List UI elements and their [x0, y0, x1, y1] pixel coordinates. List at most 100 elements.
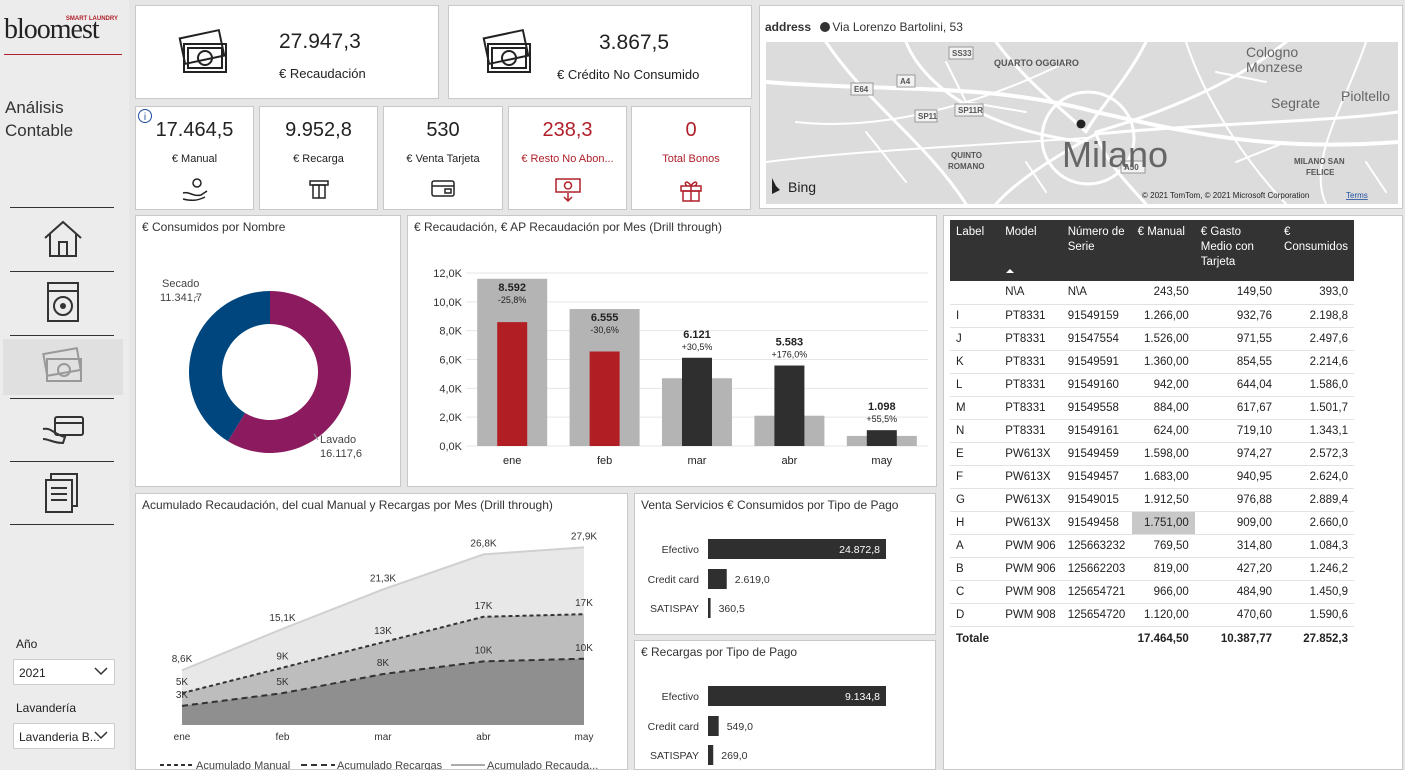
map-place-label: QUINTO [951, 151, 982, 160]
info-icon[interactable]: i [137, 108, 153, 124]
table-cell: PWM 906 [999, 557, 1062, 581]
table-cell: K [950, 350, 1000, 374]
nav-card-button[interactable] [3, 401, 123, 457]
area-series-fill[interactable] [182, 658, 584, 725]
bar-recaudacion[interactable] [682, 357, 712, 446]
table-cell: 91549458 [1061, 511, 1132, 535]
table-cell: 1.360,00 [1131, 350, 1195, 374]
column-header-label[interactable]: Label [950, 220, 1000, 281]
bar-recaudacion[interactable] [866, 430, 897, 446]
table-cell [1061, 625, 1132, 652]
hbar[interactable] [708, 745, 714, 765]
table-cell: L [950, 373, 1000, 397]
legend-label[interactable]: Acumulado Recargas [337, 760, 443, 770]
column-header-serial[interactable]: Número de Serie [1061, 220, 1132, 281]
table-row[interactable]: N\A N\A 243,50 149,50 393,0 [950, 281, 1354, 305]
table-row[interactable]: M PT8331 91549558 884,00 617,67 1.501,7 [950, 396, 1354, 420]
x-tick-label: abr [476, 732, 491, 743]
legend-label[interactable]: Acumulado Recauda... [487, 760, 598, 770]
column-header-gasto[interactable]: € Gasto Medio con Tarjeta [1194, 220, 1279, 281]
map-provider: Bing [788, 179, 816, 195]
bar-chart[interactable]: 0,0K 2,0K 4,0K 6,0K 8,0K 10,0K 12,0K 8.592-25,8… [408, 216, 936, 486]
kpi-manual-card: i 17.464,5 € Manual [135, 106, 254, 210]
money-icon [482, 28, 531, 73]
bar-recaudacion[interactable] [497, 322, 528, 446]
table-cell: 1.501,7 [1278, 396, 1354, 420]
hbar[interactable] [708, 598, 711, 618]
servicios-bar-chart[interactable]: Efectivo 24.872,8 Credit card 2.619,0 SATISP… [635, 494, 935, 634]
table-cell: PW613X [999, 488, 1062, 512]
laundry-dropdown[interactable]: Lavanderia B... [13, 723, 115, 749]
hbar[interactable] [708, 569, 727, 589]
area-point-label: 27,9K [571, 531, 597, 542]
hbar[interactable] [708, 716, 719, 736]
area-point-label: 10K [575, 643, 593, 654]
table-row[interactable]: E PW613X 91549459 1.598,00 974,27 2.572,3 [950, 442, 1354, 466]
area-chart[interactable]: 8,6K 15,1K 21,3K 26,8K 27,9K 5K 9K 13K 17K 17K 3K 5… [136, 494, 627, 770]
column-header-model[interactable]: Model [999, 220, 1062, 281]
table-row[interactable]: L PT8331 91549160 942,00 644,04 1.586,0 [950, 373, 1354, 397]
table-row[interactable]: H PW613X 91549458 1.751,00 909,00 2.660,0 [950, 511, 1354, 535]
table-row[interactable]: D PWM 908 125654720 1.120,00 470,60 1.590,6 [950, 603, 1354, 627]
home-icon [44, 220, 82, 257]
table-row[interactable]: I PT8331 91549159 1.266,00 932,76 2.198,8 [950, 304, 1354, 328]
sort-ascending-icon [1006, 269, 1015, 273]
table-row[interactable]: C PWM 908 125654721 966,00 484,90 1.450,9 [950, 580, 1354, 604]
table-row[interactable]: G PW613X 91549015 1.912,50 976,88 2.889,4 [950, 488, 1354, 512]
bar-recaudacion[interactable] [589, 351, 620, 446]
nav-washer-button[interactable] [3, 274, 123, 330]
nav-reports-button[interactable] [3, 464, 123, 520]
column-header-consumidos[interactable]: € Consumidos [1278, 220, 1354, 281]
area-point-label: 13K [374, 626, 392, 637]
donut-slice-lavado[interactable] [227, 291, 351, 453]
table-row[interactable]: B PWM 906 125662203 819,00 427,20 1.246,2 [950, 557, 1354, 581]
table-cell: 1.120,00 [1131, 603, 1195, 627]
area-series-line[interactable] [181, 546, 585, 672]
legend-label[interactable]: Acumulado Manual [196, 760, 290, 770]
map-terms-link[interactable]: Terms [1346, 191, 1368, 200]
year-dropdown[interactable]: 2021 [13, 659, 115, 685]
bar-recaudacion[interactable] [774, 365, 805, 446]
kpi-label: € Recaudación [279, 66, 366, 81]
table-row[interactable]: K PT8331 91549591 1.360,00 854,55 2.214,6 [950, 350, 1354, 374]
logo-tagline: SMART LAUNDRY [65, 16, 118, 22]
map-place-label: Segrate [1271, 95, 1320, 111]
nav-home-button[interactable] [3, 210, 123, 266]
table-cell: 819,00 [1131, 557, 1195, 581]
laundry-value: Lavanderia B... [19, 730, 100, 744]
map-view[interactable]: SS33 A4 E64 SP11R SP11 A50 QUARTO OGGIAR… [766, 42, 1398, 204]
table-cell: B [950, 557, 1000, 581]
y-tick-label: 0,0K [439, 441, 462, 453]
kpi-recarga-card: 9.952,8 € Recarga [259, 106, 378, 210]
table-cell: 1.751,00 [1131, 511, 1195, 535]
table-cell: N\A [1061, 281, 1132, 305]
area-point-label: 21,3K [370, 573, 396, 584]
table-row[interactable]: F PW613X 91549457 1.683,00 940,95 2.624,0 [950, 465, 1354, 489]
donut-value: 16.117,6 [320, 448, 362, 460]
area-series-line[interactable] [181, 613, 585, 695]
table-row[interactable]: J PT8331 91547554 1.526,00 971,55 2.497,6 [950, 327, 1354, 351]
recargas-bar-chart[interactable]: Efectivo 9.134,8 Credit card 549,0 SATISPAY 2… [635, 641, 935, 769]
year-value: 2021 [19, 666, 46, 680]
area-series-line[interactable] [181, 657, 585, 707]
map-place-label: ROMANO [948, 162, 984, 171]
bing-icon [772, 178, 780, 194]
hbar[interactable] [708, 686, 886, 706]
legend-dot-icon [820, 22, 831, 32]
area-point-label: 17K [475, 601, 493, 612]
donut-chart[interactable]: Secado 11.341,7 Lavado 16.117,6 [136, 236, 400, 486]
table-cell: 909,00 [1194, 511, 1279, 535]
column-header-manual[interactable]: € Manual [1131, 220, 1195, 281]
money-icon [178, 28, 227, 73]
nav-money-button[interactable] [3, 339, 123, 395]
table-row[interactable]: A PWM 906 125663232 769,50 314,80 1.084,3 [950, 534, 1354, 558]
x-tick-label: may [871, 455, 892, 467]
table-total-row: Totale 17.464,50 10.387,77 27.852,3 [950, 625, 1354, 652]
hbar[interactable] [708, 539, 886, 559]
bar-delta-label: +176,0% [772, 350, 808, 360]
map-pin[interactable] [1076, 119, 1086, 129]
donut-slice-secado[interactable] [188, 291, 270, 442]
kpi-label: € Recarga [293, 153, 344, 165]
washing-machine-icon [47, 282, 79, 322]
table-row[interactable]: N PT8331 91549161 624,00 719,10 1.343,1 [950, 419, 1354, 443]
